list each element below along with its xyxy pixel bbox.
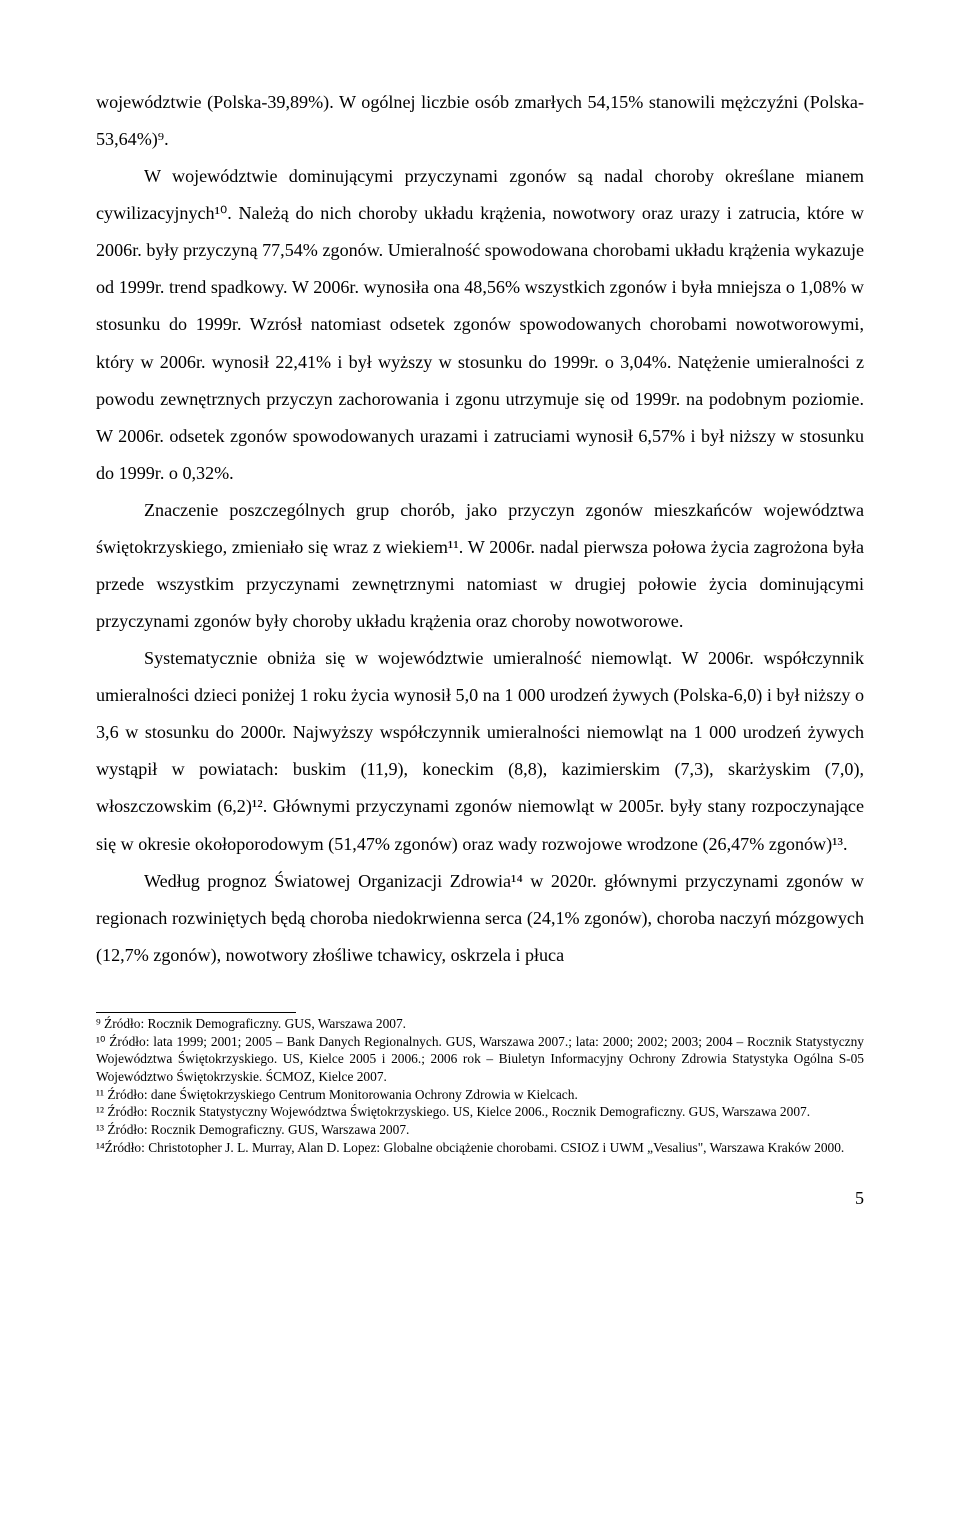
footnote: ¹⁰ Źródło: lata 1999; 2001; 2005 – Bank … <box>96 1033 864 1086</box>
footnote: ¹⁴Źródło: Christotopher J. L. Murray, Al… <box>96 1139 864 1157</box>
body-paragraph: Systematycznie obniża się w województwie… <box>96 640 864 862</box>
body-paragraph: W województwie dominującymi przyczynami … <box>96 158 864 492</box>
footnote: ¹¹ Źródło: dane Świętokrzyskiego Centrum… <box>96 1086 864 1104</box>
footnotes-block: ⁹ Źródło: Rocznik Demograficzny. GUS, Wa… <box>96 1015 864 1157</box>
footnote: ¹³ Źródło: Rocznik Demograficzny. GUS, W… <box>96 1121 864 1139</box>
page-number: 5 <box>96 1180 864 1217</box>
body-paragraph: Według prognoz Światowej Organizacji Zdr… <box>96 863 864 974</box>
footnote: ⁹ Źródło: Rocznik Demograficzny. GUS, Wa… <box>96 1015 864 1033</box>
footnote-separator <box>96 1012 296 1013</box>
body-paragraph: Znaczenie poszczególnych grup chorób, ja… <box>96 492 864 640</box>
footnote: ¹² Źródło: Rocznik Statystyczny Wojewódz… <box>96 1103 864 1121</box>
body-paragraph: województwie (Polska-39,89%). W ogólnej … <box>96 84 864 158</box>
